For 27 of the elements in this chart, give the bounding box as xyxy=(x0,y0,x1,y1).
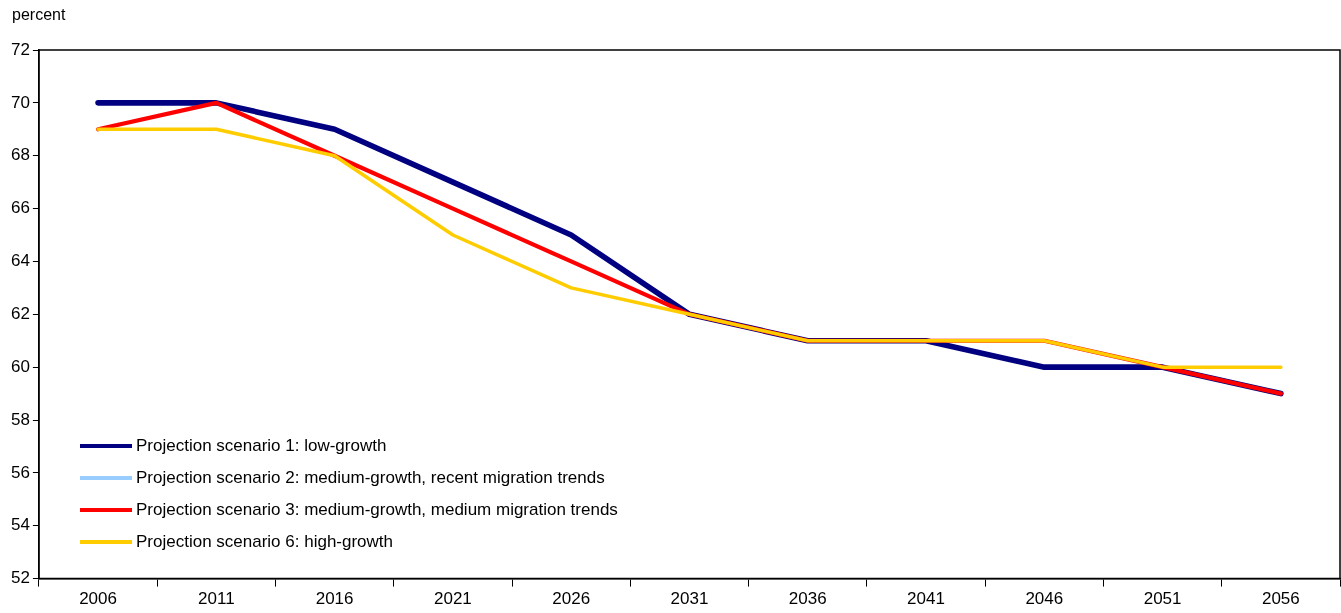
x-tick-label: 2026 xyxy=(552,589,591,609)
y-axis-title: percent xyxy=(12,6,66,24)
y-tick-label: 62 xyxy=(10,303,30,323)
x-tick-label: 2006 xyxy=(79,589,117,609)
y-tick-label: 58 xyxy=(10,409,30,429)
x-tick-label: 2041 xyxy=(907,589,945,609)
y-tick-label: 54 xyxy=(10,515,30,535)
y-tick-label: 68 xyxy=(10,145,30,165)
x-tick-label: 2046 xyxy=(1025,589,1064,609)
y-tick-label: 64 xyxy=(10,251,30,271)
x-tick-label: 2011 xyxy=(198,589,235,609)
y-tick-label: 72 xyxy=(10,39,30,59)
y-tick-label: 52 xyxy=(10,568,30,588)
y-tick-label: 56 xyxy=(10,462,30,482)
y-tick-label: 66 xyxy=(10,198,30,218)
x-tick-label: 2021 xyxy=(433,589,472,609)
y-tick-label: 70 xyxy=(10,92,30,112)
x-tick-label: 2051 xyxy=(1143,589,1182,609)
legend-label: Projection scenario 3: medium-growth, medium migration trends xyxy=(136,500,618,520)
x-tick-label: 2031 xyxy=(670,589,709,609)
y-tick-label: 60 xyxy=(10,356,30,376)
legend-label: Projection scenario 1: low-growth xyxy=(136,436,387,456)
legend-label: Projection scenario 2: medium-growth, recent migration trends xyxy=(136,468,605,488)
x-tick-label: 2056 xyxy=(1261,589,1300,609)
x-tick-label: 2016 xyxy=(315,589,354,609)
x-tick-label: 2036 xyxy=(788,589,827,609)
legend-label: Projection scenario 6: high-growth xyxy=(136,532,394,552)
